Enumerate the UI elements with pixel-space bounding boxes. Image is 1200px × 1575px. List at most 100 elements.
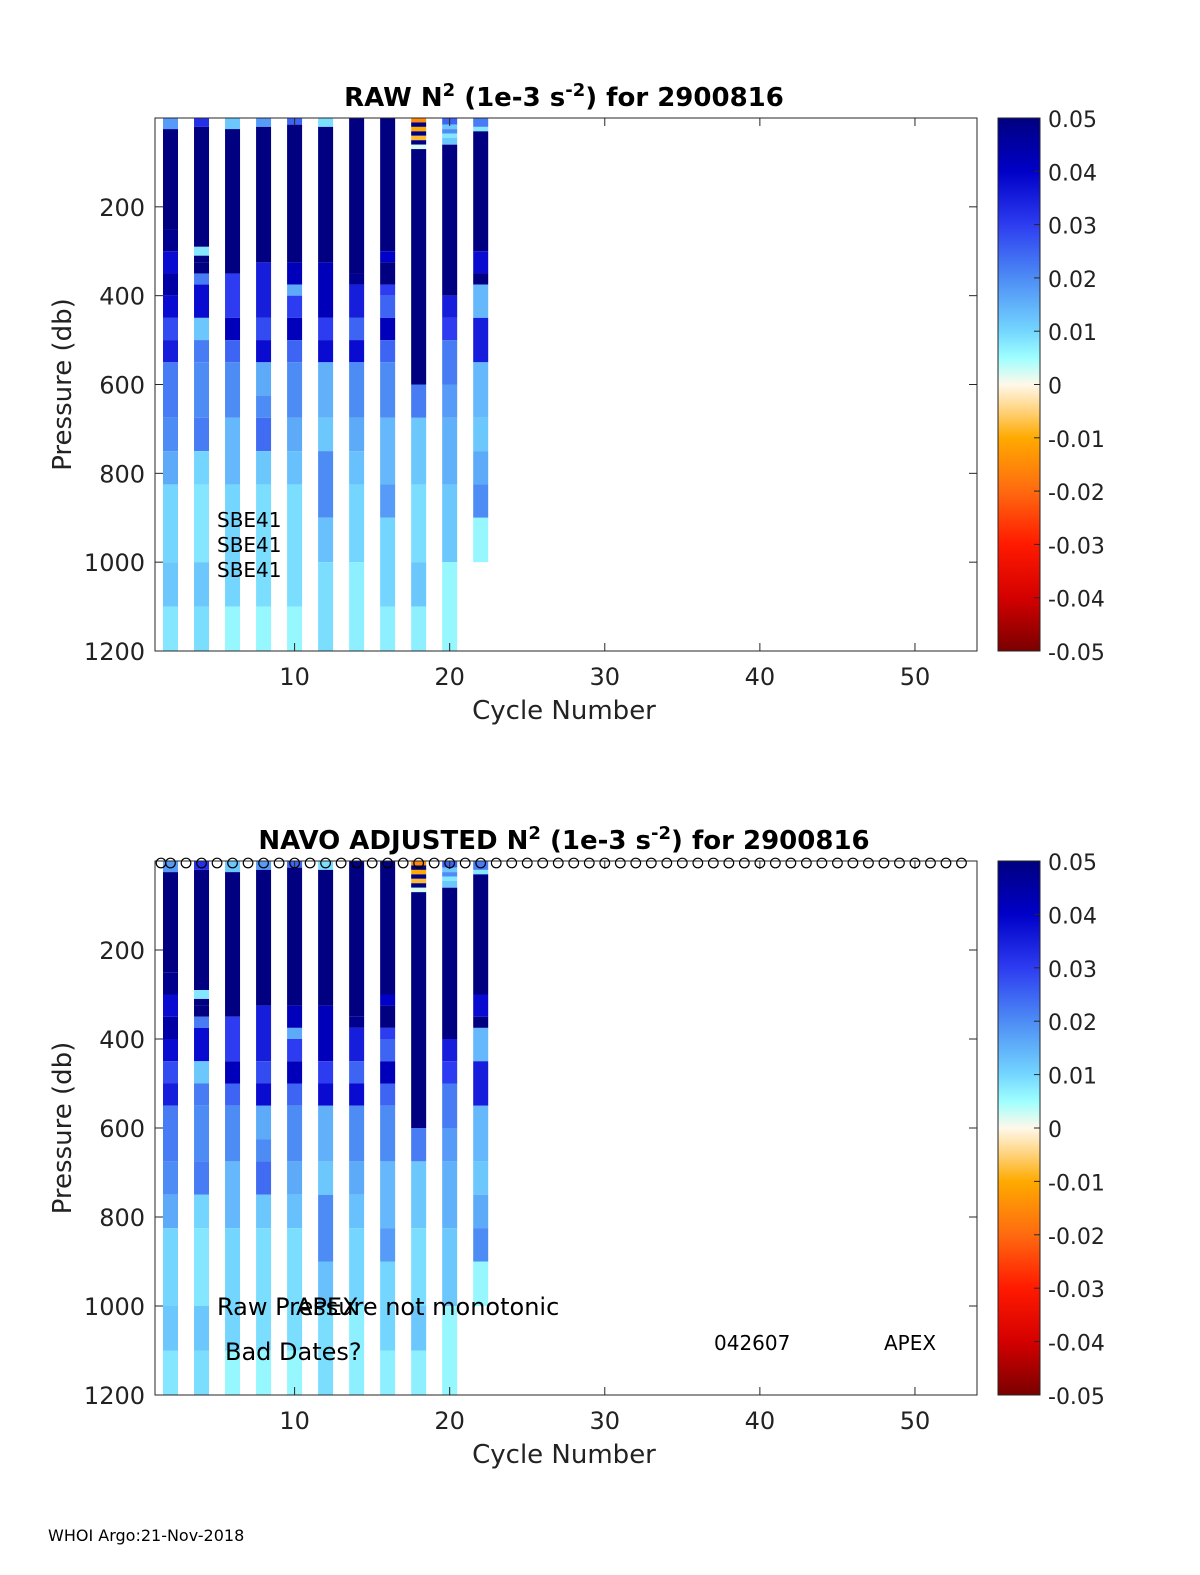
data-cell bbox=[163, 861, 179, 873]
data-cell bbox=[411, 562, 427, 607]
data-cell bbox=[349, 484, 365, 563]
annotation-float-type: APEX bbox=[884, 1331, 936, 1355]
data-cell bbox=[349, 1027, 365, 1062]
data-cell bbox=[194, 317, 210, 341]
data-cell bbox=[411, 149, 427, 385]
y-axis-label: Pressure (db) bbox=[48, 1042, 78, 1215]
chart-title: RAW N2 (1e-3 s-2) for 2900816 bbox=[344, 80, 784, 113]
data-cell bbox=[194, 861, 210, 870]
data-cell bbox=[411, 869, 427, 875]
data-cell bbox=[287, 340, 303, 363]
data-cell bbox=[163, 229, 179, 252]
sensor-annotation: SBE41 bbox=[217, 533, 282, 557]
data-cell bbox=[349, 1194, 365, 1229]
data-cell bbox=[442, 133, 458, 138]
qc-marker bbox=[599, 857, 611, 869]
data-cell bbox=[473, 126, 489, 132]
data-cell bbox=[349, 451, 365, 485]
chart-panel-2: NAVO ADJUSTED N2 (1e-3 s-2) for 2900816 1… bbox=[48, 823, 1105, 1470]
data-cell bbox=[442, 872, 458, 877]
data-cell bbox=[473, 118, 489, 127]
y-tick-label: 1000 bbox=[84, 549, 145, 577]
data-cell bbox=[318, 1161, 334, 1195]
data-cell bbox=[287, 1161, 303, 1195]
colorbar-tick-label: 0.01 bbox=[1048, 1065, 1097, 1090]
data-cell bbox=[411, 874, 427, 879]
data-cell bbox=[442, 1228, 458, 1306]
colorbar-gradient bbox=[997, 860, 1041, 1396]
data-cell bbox=[473, 861, 489, 870]
profile-column-cycle-10 bbox=[287, 118, 303, 651]
data-cell bbox=[473, 417, 489, 452]
data-cell bbox=[163, 1061, 179, 1084]
data-cell bbox=[256, 1350, 272, 1395]
data-cell bbox=[411, 1306, 427, 1351]
data-cell bbox=[194, 417, 210, 452]
colorbar-tick-label: -0.03 bbox=[1048, 534, 1105, 559]
data-cell bbox=[473, 1027, 489, 1062]
data-cell bbox=[287, 317, 303, 341]
data-cell bbox=[442, 876, 458, 882]
data-cell bbox=[256, 417, 272, 452]
data-cell bbox=[473, 131, 489, 252]
x-tick-label: 40 bbox=[745, 663, 776, 691]
y-tick-label: 400 bbox=[99, 283, 145, 311]
data-cell bbox=[473, 869, 489, 875]
data-cell bbox=[442, 340, 458, 385]
data-cell bbox=[380, 295, 396, 318]
profile-column-cycle-14 bbox=[349, 861, 365, 1395]
data-cell bbox=[287, 417, 303, 452]
data-cell bbox=[442, 1039, 458, 1062]
data-cell bbox=[163, 273, 179, 296]
qc-marker bbox=[165, 857, 176, 869]
data-cell bbox=[194, 118, 210, 127]
data-cell bbox=[411, 384, 427, 418]
x-tick-label: 50 bbox=[900, 663, 931, 691]
data-cell bbox=[194, 126, 210, 247]
data-cell bbox=[411, 606, 427, 651]
qc-marker bbox=[769, 857, 781, 869]
data-cell bbox=[163, 295, 179, 318]
data-cell bbox=[318, 562, 334, 651]
data-cell bbox=[411, 883, 427, 888]
data-cell bbox=[287, 451, 303, 485]
data-cell bbox=[287, 262, 303, 285]
data-cell bbox=[380, 1161, 396, 1229]
profile-column-cycle-8 bbox=[256, 118, 272, 651]
colorbar-tick-label: -0.03 bbox=[1048, 1278, 1105, 1303]
data-cell bbox=[349, 273, 365, 285]
y-tick-label: 1200 bbox=[84, 1382, 145, 1410]
x-tick-label: 10 bbox=[279, 663, 310, 691]
data-cell bbox=[163, 1228, 179, 1306]
qc-marker bbox=[894, 857, 905, 869]
profile-column-cycle-12 bbox=[318, 118, 334, 651]
qc-marker bbox=[630, 857, 642, 869]
data-cell bbox=[287, 1027, 303, 1039]
x-tick-label: 10 bbox=[279, 1407, 310, 1435]
data-cell bbox=[442, 129, 458, 134]
profile-column-cycle-6 bbox=[225, 861, 241, 1395]
data-cell bbox=[411, 1350, 427, 1395]
data-cell bbox=[318, 861, 334, 870]
data-cell bbox=[442, 144, 458, 296]
data-cell bbox=[225, 606, 241, 651]
data-cell bbox=[256, 869, 272, 1006]
data-cell bbox=[194, 1194, 210, 1229]
data-cell bbox=[442, 137, 458, 145]
data-cell bbox=[349, 1105, 365, 1162]
data-cell bbox=[318, 1005, 334, 1062]
colorbar: 0.05 0.04 0.03 0.02 0.01 0 -0.01 -0.02 -0.03 -0.0… bbox=[997, 851, 1105, 1410]
data-cell bbox=[411, 861, 427, 866]
data-cell bbox=[411, 417, 427, 485]
qc-marker bbox=[800, 857, 812, 869]
qc-marker bbox=[506, 857, 518, 869]
profile-column-cycle-4 bbox=[194, 861, 210, 1395]
data-cell bbox=[318, 1105, 334, 1162]
data-cell bbox=[163, 1105, 179, 1162]
data-cell bbox=[473, 317, 489, 363]
data-cell bbox=[380, 1027, 396, 1039]
data-cell bbox=[225, 417, 241, 485]
data-cell bbox=[256, 340, 272, 363]
data-cell bbox=[380, 606, 396, 651]
data-cell bbox=[256, 126, 272, 263]
